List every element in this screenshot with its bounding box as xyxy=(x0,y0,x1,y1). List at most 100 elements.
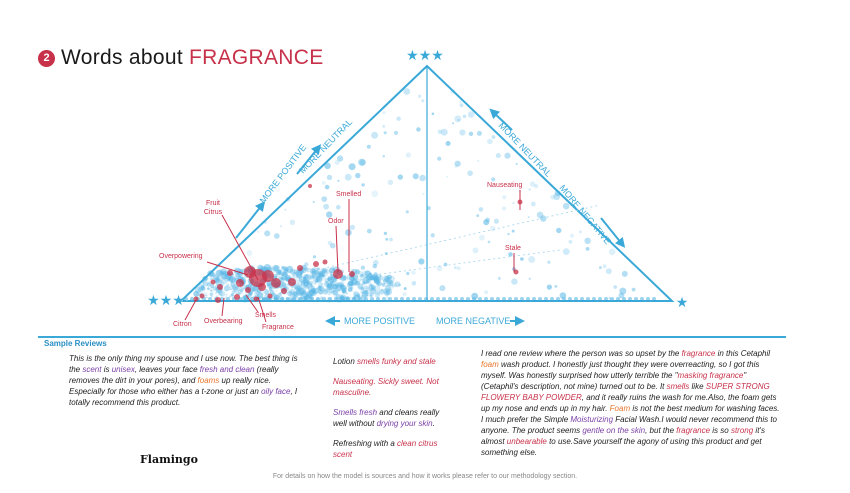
data-point xyxy=(372,274,379,281)
data-point xyxy=(281,273,284,276)
data-point xyxy=(476,214,480,218)
data-point xyxy=(326,211,333,218)
data-point xyxy=(206,282,211,287)
data-point xyxy=(300,280,308,288)
data-point xyxy=(193,290,200,297)
arrow-more-neutral-right xyxy=(489,108,513,131)
review-text: Facial Wash.I would never recommend this… xyxy=(481,415,777,435)
data-point xyxy=(459,100,462,103)
title-accent: FRAGRANCE xyxy=(188,46,324,69)
data-point xyxy=(357,270,364,277)
annotation-leader-line xyxy=(206,261,249,276)
data-point xyxy=(333,284,337,287)
data-point xyxy=(512,202,515,205)
data-point xyxy=(368,283,375,290)
data-point xyxy=(321,282,324,286)
data-point xyxy=(266,297,269,300)
data-point xyxy=(311,267,319,274)
data-point xyxy=(254,292,258,296)
annotation-leader-line xyxy=(221,214,259,281)
data-point xyxy=(231,290,236,295)
data-point xyxy=(378,275,384,281)
data-point xyxy=(585,247,590,251)
review-text: Refreshing with a xyxy=(333,439,398,448)
data-point xyxy=(322,288,326,292)
data-point xyxy=(613,285,617,289)
data-point xyxy=(397,174,403,180)
data-point xyxy=(360,265,366,270)
data-point xyxy=(350,286,354,290)
data-point xyxy=(344,173,352,181)
highlighted-term: foams xyxy=(197,376,220,385)
highlight-point xyxy=(215,297,221,303)
data-point xyxy=(411,270,416,275)
data-point xyxy=(302,276,308,282)
data-point xyxy=(379,289,385,295)
data-point xyxy=(393,283,398,287)
data-point xyxy=(388,285,394,290)
data-point xyxy=(472,247,479,254)
annotation-smelled: Smelled xyxy=(336,191,361,198)
data-point xyxy=(370,284,376,289)
data-point xyxy=(412,173,419,180)
data-point xyxy=(195,286,202,293)
annotation-leader-line xyxy=(184,299,197,321)
data-point xyxy=(483,219,490,226)
data-point xyxy=(318,273,326,281)
data-point xyxy=(527,215,530,219)
data-point xyxy=(312,276,320,283)
data-point xyxy=(374,292,381,298)
data-point xyxy=(291,286,294,289)
data-point xyxy=(371,287,375,291)
data-point xyxy=(210,283,215,289)
data-point xyxy=(360,278,363,281)
data-point xyxy=(403,88,411,95)
data-point xyxy=(554,285,558,288)
data-point xyxy=(418,258,425,265)
ternary-gridlines xyxy=(180,66,601,302)
data-point xyxy=(320,289,322,292)
data-point xyxy=(264,289,270,295)
data-point xyxy=(212,274,219,281)
data-point xyxy=(491,135,496,139)
data-point xyxy=(493,218,499,224)
annotation-overbearing: Overbearing xyxy=(204,318,243,325)
title-main: Words about xyxy=(61,46,183,69)
data-point xyxy=(329,242,336,249)
highlight-point xyxy=(281,288,287,294)
data-point xyxy=(312,287,319,294)
data-point xyxy=(310,294,313,297)
highlight-point xyxy=(199,293,205,299)
data-point xyxy=(323,267,328,272)
review-text: is so xyxy=(710,426,731,435)
data-point xyxy=(340,280,345,285)
data-point xyxy=(363,289,369,295)
data-point xyxy=(311,273,317,278)
arrow-more-negative-right xyxy=(600,217,626,248)
data-point xyxy=(437,156,442,161)
short-review: Refreshing with a clean citrus scent xyxy=(333,438,451,460)
highlighted-term: fresh and clean xyxy=(199,365,255,374)
data-point xyxy=(479,234,485,241)
data-point xyxy=(234,275,239,280)
data-point xyxy=(528,188,531,191)
highlight-point xyxy=(236,279,244,287)
data-point xyxy=(272,269,277,273)
sample-reviews-heading: Sample Reviews xyxy=(44,339,107,348)
data-point xyxy=(416,127,421,132)
data-point xyxy=(334,160,340,165)
data-point xyxy=(370,288,377,295)
data-point xyxy=(508,252,513,257)
data-point xyxy=(484,290,488,295)
data-point xyxy=(303,270,307,273)
annotation-leader-line xyxy=(257,296,267,323)
section-divider xyxy=(38,336,786,338)
highlight-point xyxy=(210,279,216,285)
data-point xyxy=(279,292,282,295)
data-point xyxy=(304,267,309,272)
data-point xyxy=(376,291,380,295)
data-point xyxy=(431,112,435,116)
annotation-nauseating: Nauseating xyxy=(487,182,523,189)
highlight-point xyxy=(308,184,312,188)
data-point xyxy=(477,159,480,163)
